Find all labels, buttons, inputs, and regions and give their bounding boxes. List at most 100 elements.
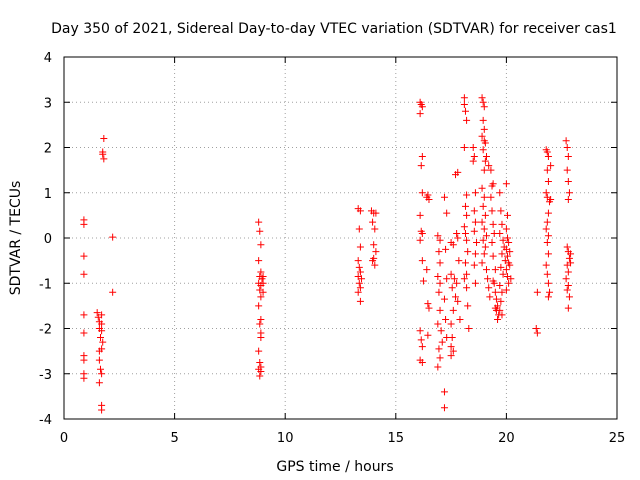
x-tick-label: 5 [170, 431, 178, 446]
data-point [567, 250, 575, 258]
data-point [456, 315, 464, 323]
data-point [371, 261, 379, 269]
data-point [496, 189, 504, 197]
data-point [448, 334, 456, 342]
data-point [452, 293, 460, 301]
data-point [454, 234, 462, 242]
data-point [498, 250, 506, 258]
data-point [96, 365, 104, 373]
data-point [489, 180, 497, 188]
data-point [485, 284, 493, 292]
data-point [423, 266, 431, 274]
y-tick-label: -4 [39, 413, 52, 428]
data-point [95, 356, 103, 364]
data-point [436, 279, 444, 287]
data-point [542, 189, 550, 197]
data-point [547, 196, 555, 204]
data-point [436, 306, 444, 314]
data-point [489, 277, 497, 285]
data-point [464, 302, 472, 310]
data-point [80, 270, 88, 278]
data-point [455, 257, 463, 265]
y-tick-label: 4 [44, 51, 52, 66]
data-point [442, 315, 450, 323]
data-point [369, 218, 377, 226]
data-point [424, 331, 432, 339]
data-point [533, 329, 541, 337]
x-tick-label: 10 [277, 431, 294, 446]
data-point [471, 279, 479, 287]
data-point [480, 103, 488, 111]
data-point [533, 288, 541, 296]
data-point [437, 327, 445, 335]
data-point [255, 218, 263, 226]
data-point [461, 229, 469, 237]
y-tick-label: 3 [44, 96, 52, 111]
data-point [488, 239, 496, 247]
data-point [454, 168, 462, 176]
data-point [547, 162, 555, 170]
data-point [98, 311, 106, 319]
data-point [506, 248, 514, 256]
data-point [480, 250, 488, 258]
data-point [438, 338, 446, 346]
data-point [505, 279, 513, 287]
data-point [440, 404, 448, 412]
data-point [257, 241, 265, 249]
data-point [488, 207, 496, 215]
data-point [463, 270, 471, 278]
data-point [460, 101, 468, 109]
data-point [454, 297, 462, 305]
data-point [447, 343, 455, 351]
data-point [532, 325, 540, 332]
data-point [564, 304, 572, 312]
data-point [478, 184, 486, 192]
data-point [481, 243, 489, 251]
data-point [354, 257, 362, 265]
data-point [443, 275, 451, 283]
data-point [470, 227, 478, 235]
data-point [257, 315, 265, 323]
data-point [471, 250, 479, 258]
data-point [565, 293, 573, 301]
data-point [435, 288, 443, 296]
data-point [543, 239, 551, 247]
data-point [93, 309, 101, 317]
data-point [434, 320, 442, 328]
data-point [370, 241, 378, 249]
data-point [496, 306, 504, 314]
data-point [494, 315, 502, 323]
data-point [442, 245, 450, 253]
data-point [435, 248, 443, 256]
data-point [502, 225, 510, 233]
data-point [487, 193, 495, 201]
data-point [424, 191, 432, 199]
data-point [491, 288, 499, 296]
data-point [259, 272, 267, 280]
data-point [463, 116, 471, 124]
y-tick-label: -3 [39, 368, 52, 383]
data-point [480, 193, 488, 201]
data-point [100, 134, 108, 142]
data-point [440, 295, 448, 303]
data-point [416, 327, 424, 335]
x-tick-label: 0 [60, 431, 68, 446]
data-point [480, 225, 488, 233]
data-point [447, 320, 455, 328]
data-point [416, 236, 424, 244]
data-point [99, 338, 107, 346]
data-point [470, 261, 478, 269]
data-point [564, 177, 572, 185]
data-point [449, 241, 457, 249]
data-point [460, 94, 468, 102]
data-point [546, 288, 554, 296]
data-point [354, 288, 362, 296]
data-points [80, 94, 575, 414]
data-point [98, 406, 106, 414]
chart-title: Day 350 of 2021, Sidereal Day-to-day VTE… [51, 21, 617, 37]
data-point [419, 277, 427, 285]
data-point [482, 232, 490, 240]
data-point [463, 284, 471, 292]
data-point [98, 320, 106, 328]
data-point [460, 144, 468, 151]
